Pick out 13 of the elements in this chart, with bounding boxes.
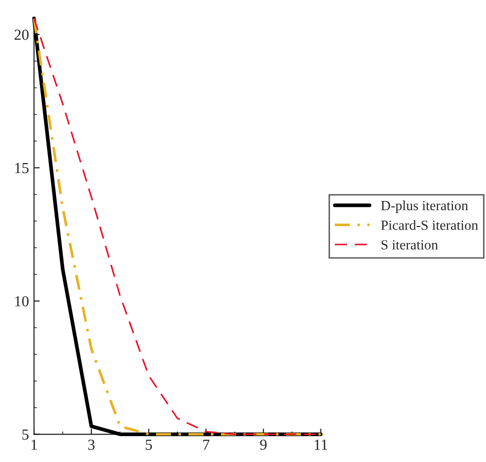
x-tick-label: 11	[314, 440, 328, 450]
legend-label: Picard-S iteration	[381, 220, 478, 230]
x-tick-label: 5	[146, 440, 152, 450]
y-tick-label: 20	[14, 30, 29, 40]
x-tick-label: 3	[88, 440, 95, 450]
legend-label: D-plus iteration	[381, 200, 468, 214]
y-tick-label: 15	[15, 162, 29, 174]
x-tick-label: 9	[260, 440, 267, 450]
y-tick-label: 5	[22, 430, 29, 440]
legend-label: S iteration	[382, 240, 438, 250]
x-tick-label: 7	[203, 440, 210, 450]
x-tick-label: 1	[32, 440, 37, 450]
y-tick-label: 10	[15, 296, 29, 306]
